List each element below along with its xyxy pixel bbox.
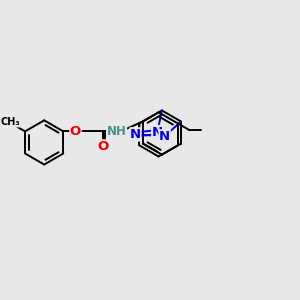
Text: NH: NH (106, 125, 127, 138)
Text: O: O (97, 140, 109, 153)
Text: N: N (159, 130, 170, 143)
Text: CH₃: CH₃ (0, 117, 20, 127)
Text: N: N (130, 128, 141, 141)
Text: N: N (152, 126, 163, 139)
Text: O: O (70, 125, 81, 138)
